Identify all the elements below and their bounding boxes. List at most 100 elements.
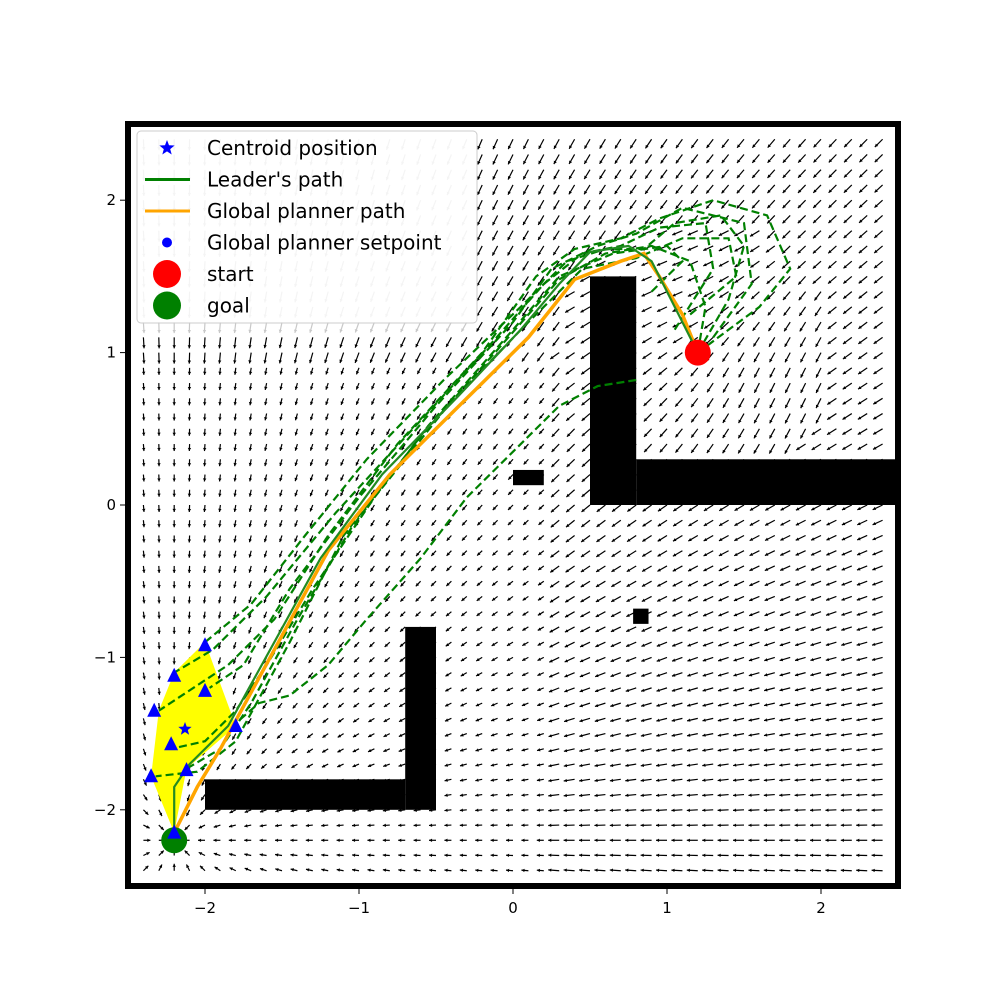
field-arrow-head: [370, 583, 374, 587]
field-arrow-head: [748, 658, 753, 662]
field-arrow-head: [429, 823, 433, 827]
field-arrow-head: [656, 823, 660, 827]
field-arrow-head: [643, 402, 648, 406]
field-arrow-head: [142, 615, 146, 619]
field-arrow-head: [703, 568, 707, 572]
field-arrow-head: [825, 627, 830, 631]
robot-marker: [147, 702, 162, 717]
field-arrow-head: [718, 643, 722, 647]
field-arrow-head: [779, 673, 784, 677]
field-arrow-head: [446, 567, 450, 571]
field-arrow-head: [827, 431, 831, 435]
field-arrow-head: [521, 838, 525, 842]
field-arrow-head: [476, 582, 481, 586]
field-arrow-head: [825, 733, 829, 737]
field-arrow-head: [444, 823, 448, 827]
field-arrow-head: [415, 328, 419, 333]
field-arrow-head: [594, 808, 598, 813]
field-arrow-head: [248, 371, 253, 375]
field-arrow-head: [186, 797, 190, 802]
field-arrow-head: [871, 733, 876, 737]
field-arrow-head: [157, 585, 161, 589]
field-arrow-head: [539, 430, 543, 435]
field-arrow-head: [187, 345, 192, 349]
field-arrow-head: [553, 221, 557, 225]
field-arrow-head: [826, 522, 831, 526]
field-arrow-head: [859, 219, 863, 223]
field-arrow-head: [872, 537, 876, 541]
field-arrow-head: [825, 868, 829, 873]
field-arrow-head: [476, 657, 480, 662]
field-arrow-head: [690, 372, 694, 377]
field-arrow-head: [551, 418, 556, 422]
field-arrow-head: [749, 537, 754, 541]
field-arrow-head: [548, 853, 552, 857]
field-arrow-head: [687, 613, 692, 617]
obstacle: [633, 608, 649, 624]
field-arrow-head: [233, 462, 237, 467]
field-arrow-head: [400, 613, 404, 617]
field-arrow-head: [417, 416, 421, 420]
x-tick-label: −1: [348, 899, 370, 917]
field-arrow-head: [142, 645, 146, 650]
field-arrow-head: [187, 524, 192, 528]
field-arrow-head: [493, 461, 497, 465]
field-arrow-head: [352, 734, 357, 738]
field-arrow-head: [748, 688, 753, 692]
field-arrow-head: [539, 415, 543, 419]
field-arrow-head: [738, 404, 742, 408]
field-arrow-head: [459, 853, 463, 857]
field-arrow-head: [675, 433, 679, 438]
field-arrow-head: [769, 358, 773, 363]
field-arrow-head: [459, 868, 464, 873]
field-arrow-head: [309, 462, 314, 466]
field-arrow-head: [507, 297, 511, 302]
field-arrow-head: [840, 808, 844, 812]
field-arrow-head: [294, 599, 298, 603]
field-arrow-head: [706, 220, 710, 224]
field-arrow-head: [353, 674, 358, 678]
field-arrow-head: [244, 838, 248, 842]
field-arrow-head: [596, 508, 601, 512]
field-arrow-head: [857, 522, 861, 526]
field-arrow-head: [595, 643, 599, 648]
field-arrow-head: [640, 838, 644, 842]
field-arrow-head: [523, 491, 527, 495]
field-arrow-head: [278, 675, 282, 679]
field-arrow-head: [627, 538, 631, 542]
field-arrow-head: [429, 853, 433, 857]
field-arrow-head: [537, 342, 541, 347]
field-arrow-head: [810, 567, 815, 571]
field-arrow-head: [202, 329, 207, 334]
field-arrow-head: [564, 629, 569, 633]
field-arrow-head: [856, 778, 860, 782]
field-arrow-head: [248, 344, 252, 349]
field-arrow-head: [476, 597, 481, 601]
field-arrow-head: [611, 613, 615, 617]
field-arrow-head: [339, 359, 343, 364]
field-arrow-head: [779, 808, 783, 812]
field-arrow-head: [625, 823, 629, 827]
field-arrow-head: [355, 446, 359, 451]
field-arrow-head: [248, 584, 252, 588]
field-arrow-head: [657, 355, 662, 359]
field-arrow-head: [858, 295, 863, 299]
field-arrow-head: [841, 657, 845, 662]
field-arrow-head: [294, 401, 298, 406]
field-arrow-head: [656, 748, 660, 752]
field-arrow-head: [398, 748, 403, 752]
field-arrow-head: [548, 749, 552, 753]
field-arrow-head: [308, 659, 312, 663]
field-arrow-head: [187, 463, 192, 467]
field-arrow-head: [355, 462, 359, 466]
field-arrow-head: [671, 673, 676, 677]
field-arrow-head: [417, 385, 421, 390]
field-arrow-head: [325, 431, 329, 436]
field-arrow-head: [840, 793, 845, 797]
field-arrow-head: [371, 477, 375, 481]
field-arrow-head: [841, 688, 845, 692]
field-arrow-head: [764, 643, 768, 647]
field-arrow-head: [491, 688, 495, 692]
field-arrow-head: [244, 867, 249, 871]
field-arrow-head: [810, 718, 814, 722]
